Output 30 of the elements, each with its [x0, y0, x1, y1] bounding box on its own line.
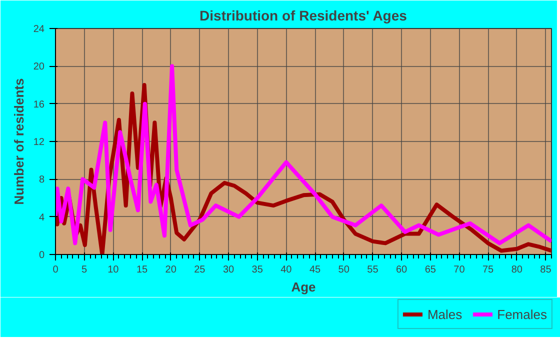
- x-tick-label: 65: [424, 264, 436, 276]
- legend-label: Males: [427, 306, 462, 322]
- x-tick-label: 20: [165, 264, 177, 276]
- y-tick-label: 24: [33, 24, 45, 35]
- x-tick-label: 80: [511, 264, 523, 276]
- x-tick-label: 50: [338, 264, 350, 276]
- chart-title: Distribution of Residents' Ages: [200, 8, 408, 24]
- x-tick-label: 75: [482, 264, 494, 276]
- legend-label: Females: [497, 306, 547, 322]
- y-tick-label: 0: [38, 250, 45, 261]
- x-tick-label: 5: [82, 264, 88, 276]
- y-tick-label: 12: [33, 137, 45, 148]
- x-tick-label: 70: [454, 264, 466, 276]
- x-tick-label: 0: [52, 264, 59, 276]
- x-tick-label: 30: [222, 264, 235, 276]
- y-tick-label: 4: [38, 212, 45, 224]
- x-tick-label: 25: [194, 264, 206, 276]
- x-tick-label: 35: [252, 264, 264, 276]
- y-tick-label: 20: [33, 62, 45, 73]
- y-tick-label: 16: [33, 99, 45, 110]
- y-tick-label: 8: [38, 174, 45, 186]
- x-tick-label: 55: [367, 264, 379, 276]
- x-tick-label: 40: [280, 264, 292, 276]
- x-tick-label: 45: [309, 264, 322, 276]
- x-tick-label: 15: [136, 264, 148, 276]
- x-axis-title: Age: [291, 280, 316, 294]
- y-axis-title: Number of residents: [11, 78, 26, 205]
- x-tick-label: 60: [396, 264, 408, 276]
- x-tick-label: 10: [108, 264, 120, 276]
- x-tick-label: 85: [540, 264, 552, 276]
